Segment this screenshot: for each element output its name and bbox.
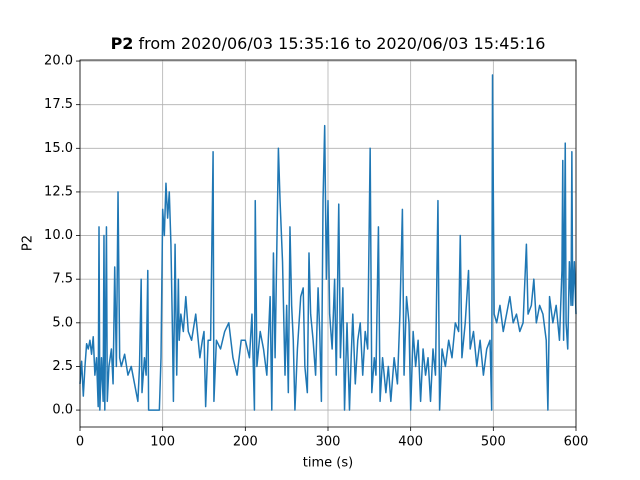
x-tick-label: 600 <box>564 435 589 450</box>
x-tick-label: 300 <box>316 435 341 450</box>
x-axis-label: time (s) <box>303 456 353 471</box>
y-tick-label: 0.0 <box>52 403 73 418</box>
chart-title: P2 from 2020/06/03 15:35:16 to 2020/06/0… <box>111 34 546 53</box>
y-tick-label: 17.5 <box>44 97 73 112</box>
y-tick-label: 20.0 <box>44 54 73 69</box>
y-tick-label: 7.5 <box>52 272 73 287</box>
title-bold: P2 <box>111 34 134 53</box>
data-line <box>79 74 577 411</box>
y-tick-label: 15.0 <box>44 141 73 156</box>
x-tick-label: 0 <box>76 435 84 450</box>
y-axis-label: P2 <box>21 235 36 251</box>
x-tick-label: 100 <box>150 435 175 450</box>
x-tick-label: 200 <box>233 435 258 450</box>
y-tick-label: 12.5 <box>44 184 73 199</box>
axes-frame <box>79 59 577 428</box>
x-tick-label: 500 <box>481 435 506 450</box>
plot-area: 0 100 200 300 400 500 600 0.0 2.5 5.0 7.5 10.0 12.5 1… <box>44 54 588 450</box>
y-tick-label: 5.0 <box>52 315 73 330</box>
x-tick-label: 400 <box>398 435 423 450</box>
y-tick-label: 10.0 <box>44 228 73 243</box>
y-tick-label: 2.5 <box>52 359 73 374</box>
title-rest: from 2020/06/03 15:35:16 to 2020/06/03 1… <box>139 34 546 53</box>
